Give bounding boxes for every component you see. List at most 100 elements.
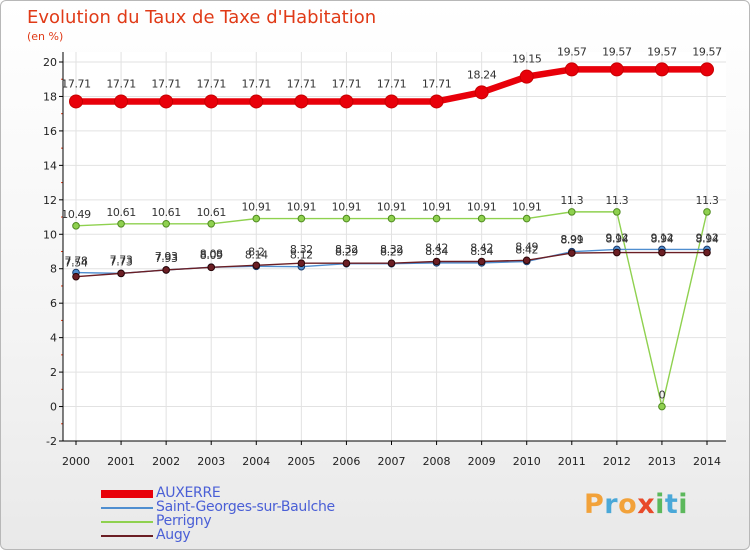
y-tick-label: 12 — [43, 194, 57, 207]
data-label-saint-georges-sur-baulche: 8.29 — [380, 246, 403, 259]
data-label-perrigny: 10.91 — [242, 201, 272, 214]
data-point-auxerre — [339, 94, 354, 109]
data-label-saint-georges-sur-baulche: 8.14 — [245, 248, 268, 261]
data-point-augy — [477, 257, 486, 266]
data-label-augy: 7.93 — [155, 250, 178, 263]
data-label-saint-georges-sur-baulche: 9.12 — [696, 231, 719, 244]
data-point-auxerre — [654, 62, 669, 77]
data-label-perrigny: 10.91 — [332, 201, 362, 214]
y-tick-label: 4 — [50, 332, 57, 345]
data-point-auxerre — [609, 62, 624, 77]
data-label-augy: 7.73 — [110, 253, 133, 266]
data-label-perrigny: 10.61 — [151, 206, 181, 219]
legend-label: Augy — [156, 527, 191, 543]
data-label-augy: 8.49 — [515, 240, 538, 253]
data-point-auxerre — [294, 94, 309, 109]
x-tick-label: 2014 — [693, 455, 721, 468]
legend-swatch — [101, 535, 153, 537]
data-point-augy — [658, 248, 666, 257]
data-point-augy — [207, 263, 216, 272]
data-label-saint-georges-sur-baulche: 8.29 — [335, 246, 358, 259]
data-point-perrigny — [252, 214, 261, 223]
data-label-saint-georges-sur-baulche: 7.78 — [65, 255, 88, 268]
logo-letter: P — [584, 489, 605, 520]
y-tick-label: 0 — [50, 401, 57, 414]
data-label-perrigny: 11.3 — [605, 194, 628, 207]
data-point-perrigny — [297, 214, 306, 223]
data-label-augy: 8.42 — [425, 241, 448, 254]
data-point-perrigny — [477, 214, 486, 223]
chart-title: Evolution du Taux de Taxe d'Habitation — [27, 7, 377, 28]
y-tick-label: 18 — [43, 90, 57, 103]
logo-letter: o — [618, 489, 638, 520]
data-label-auxerre: 17.71 — [287, 77, 317, 90]
data-label-perrigny: 10.91 — [512, 201, 542, 214]
data-point-augy — [387, 259, 396, 268]
data-point-perrigny — [117, 219, 125, 228]
data-label-augy: 7.54 — [65, 257, 88, 270]
data-label-augy: 8.91 — [560, 233, 583, 246]
x-tick-label: 2007 — [378, 455, 406, 468]
legend-label: AUXERRE — [156, 485, 221, 501]
data-label-perrigny: 10.91 — [467, 201, 497, 214]
data-point-augy — [297, 259, 306, 268]
data-label-augy: 8.94 — [650, 233, 673, 246]
x-tick-label: 2000 — [62, 455, 90, 468]
data-label-augy: 8.32 — [290, 243, 313, 256]
legend-label: Saint-Georges-sur-Baulche — [156, 499, 335, 515]
data-label-augy: 8.2 — [248, 245, 264, 258]
data-label-perrigny: 10.91 — [377, 201, 407, 214]
data-point-augy — [703, 248, 711, 257]
data-point-augy — [613, 248, 621, 257]
x-tick-label: 2001 — [107, 455, 135, 468]
data-point-auxerre — [384, 94, 399, 109]
data-point-perrigny — [72, 222, 80, 230]
data-point-perrigny — [658, 402, 666, 411]
data-label-auxerre: 17.71 — [196, 77, 226, 90]
data-label-augy: 8.94 — [696, 233, 719, 246]
data-point-auxerre — [700, 62, 714, 77]
data-label-saint-georges-sur-baulche: 8.42 — [515, 243, 538, 256]
x-tick-label: 2008 — [423, 455, 451, 468]
chart-subtitle: (en %) — [27, 30, 64, 43]
data-label-auxerre: 17.71 — [151, 77, 181, 90]
x-tick-label: 2004 — [242, 455, 270, 468]
logo-letter: x — [637, 489, 656, 520]
y-tick-label: 14 — [43, 159, 57, 172]
data-label-perrigny: 11.3 — [696, 194, 719, 207]
data-point-perrigny — [613, 208, 621, 216]
data-label-augy: 8.32 — [380, 243, 403, 256]
data-point-perrigny — [703, 208, 711, 216]
data-label-saint-georges-sur-baulche: 8.12 — [290, 249, 313, 262]
data-point-perrigny — [522, 214, 531, 223]
data-label-auxerre: 17.71 — [377, 77, 407, 90]
data-label-auxerre: 19.15 — [512, 53, 542, 66]
x-tick-label: 2013 — [648, 455, 676, 468]
data-label-auxerre: 19.57 — [557, 45, 587, 58]
data-label-auxerre: 18.24 — [467, 68, 497, 81]
data-label-perrigny: 10.91 — [422, 201, 452, 214]
data-label-auxerre: 17.71 — [106, 77, 136, 90]
x-tick-label: 2002 — [152, 455, 180, 468]
x-tick-label: 2012 — [603, 455, 631, 468]
data-label-auxerre: 17.71 — [242, 77, 272, 90]
x-tick-label: 2010 — [513, 455, 541, 468]
y-tick-label: 6 — [50, 297, 57, 310]
data-point-augy — [432, 257, 441, 266]
data-label-auxerre: 19.57 — [602, 45, 632, 58]
data-label-saint-georges-sur-baulche: 9.12 — [605, 231, 628, 244]
data-label-perrigny: 0 — [659, 389, 666, 402]
data-point-perrigny — [207, 219, 216, 228]
logo-letter: t — [664, 489, 679, 520]
data-point-augy — [252, 261, 261, 270]
data-point-auxerre — [159, 94, 174, 109]
data-point-auxerre — [204, 94, 219, 109]
data-point-auxerre — [564, 62, 579, 77]
x-tick-label: 2003 — [197, 455, 225, 468]
data-label-saint-georges-sur-baulche: 8.09 — [200, 249, 223, 262]
data-point-augy — [567, 249, 576, 257]
data-point-auxerre — [474, 85, 489, 100]
data-label-auxerre: 17.71 — [422, 77, 452, 90]
